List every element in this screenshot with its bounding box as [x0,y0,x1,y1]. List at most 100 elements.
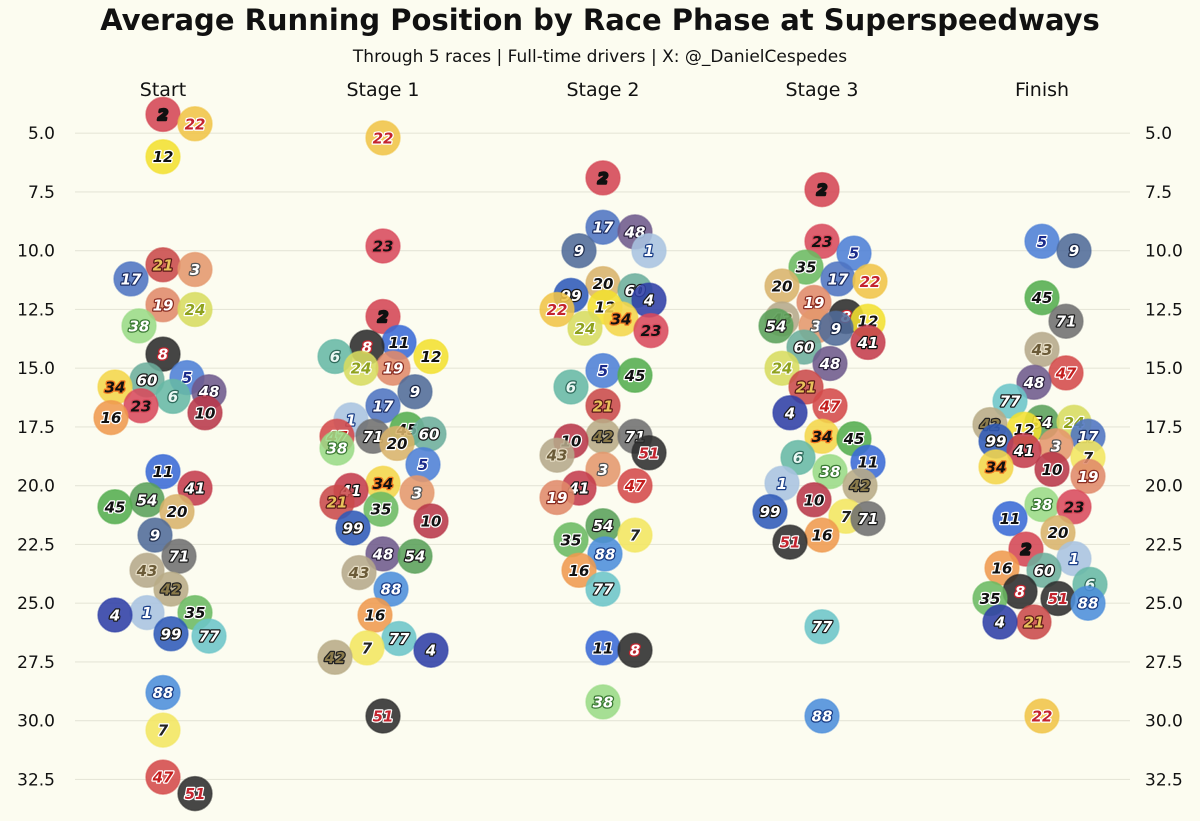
driver-dot-48: 48 [1016,364,1052,401]
driver-dot-45: 45 [617,357,653,394]
driver-dot-circle [1034,451,1070,488]
driver-dot-circle [365,698,401,734]
driver-dot-41: 41 [177,470,213,506]
driver-dot-circle [812,345,848,382]
driver-dot-5: 5 [1024,223,1060,260]
y-tick-label-right: 10.0 [1145,242,1183,262]
driver-dot-23: 23 [1056,489,1092,525]
driver-dot-circle [1048,303,1084,339]
driver-dot-6: 6 [553,369,589,405]
driver-number-label: 10 [804,491,825,509]
driver-number-label: 60 [1034,562,1055,580]
y-tick-label-left: 15.0 [17,359,55,379]
driver-number-label: 88 [595,545,616,563]
driver-dot-circle [850,324,886,361]
y-tick-label-right: 30.0 [1145,712,1183,732]
driver-number-label: 22 [1032,708,1053,726]
y-tick-label-right: 22.5 [1145,535,1183,555]
driver-dot-circle [780,439,816,476]
driver-dot-circle [177,106,213,142]
driver-dot-2: 2 [365,298,401,335]
driver-dot-20: 20 [1040,514,1076,551]
y-axis-left: 5.0 7.5 10.0 12.5 15.0 17.5 20.0 22.5 25.0 27.5 30… [17,124,55,790]
driver-dot-42: 42 [153,571,189,607]
driver-number-label: 17 [593,219,614,237]
driver-number-label: 3 [412,484,422,502]
driver-dot-circle [818,310,854,347]
driver-dot-99: 99 [153,616,189,652]
driver-dot-88: 88 [804,698,840,734]
driver-dot-24: 24 [764,350,800,386]
driver-number-label: 42 [849,477,871,495]
driver-number-label: 10 [421,513,442,531]
driver-number-label: 20 [772,278,793,296]
driver-number-label: 51 [639,444,660,462]
driver-dot-circle [804,223,840,260]
driver-dot-circle [177,470,213,506]
driver-dot-6: 6 [780,439,816,476]
driver-number-label: 60 [137,371,158,389]
driver-dot-22: 22 [539,291,575,328]
driver-dot-circle [788,369,824,405]
driver-dot-circle [561,552,597,589]
driver-dot-38: 38 [1024,486,1060,523]
driver-dot-51: 51 [177,775,213,812]
driver-number-label: 34 [986,458,1007,476]
driver-number-label: 5 [418,456,428,474]
driver-dot-circle [373,571,409,607]
y-axis-right: 5.0 7.5 10.0 12.5 15.0 17.5 20.0 22.5 25.0 27.5 30… [1145,124,1183,790]
driver-dot-circle [982,604,1018,640]
driver-number-label: 7 [158,722,169,740]
driver-dot-circle [335,510,371,546]
driver-number-label: 47 [624,477,646,495]
driver-dot-22: 22 [1024,698,1060,734]
driver-dot-38: 38 [812,453,848,490]
driver-dot-circle [772,395,808,431]
phase-label-start: Start [140,79,186,101]
driver-dot-23: 23 [123,388,159,424]
driver-dot-77: 77 [381,620,417,657]
driver-number-label: 38 [593,693,614,711]
driver-number-label: 2 [598,169,608,187]
y-tick-label-left: 27.5 [17,653,55,673]
driver-dot-45: 45 [1024,279,1060,316]
driver-number-label: 23 [373,238,394,256]
driver-number-label: 8 [1015,583,1025,601]
driver-dot-43: 43 [1024,331,1060,368]
driver-number-label: 24 [772,360,793,378]
driver-dot-circle [413,632,449,668]
driver-dot-41: 41 [850,324,886,361]
driver-dot-circle [585,571,621,607]
y-tick-label-left: 25.0 [17,594,55,614]
driver-dot-38: 38 [585,684,621,720]
driver-number-label: 4 [784,404,795,422]
driver-number-label: 11 [389,334,410,352]
driver-number-label: 22 [185,115,206,133]
driver-number-label: 22 [860,273,881,291]
driver-dot-circle [1056,232,1092,269]
driver-number-label: 24 [185,301,206,319]
driver-dot-circle [145,712,181,748]
driver-dot-circle [758,308,794,344]
driver-number-label: 45 [104,498,126,516]
driver-dot-8: 8 [1002,573,1038,610]
driver-number-label: 22 [373,129,394,147]
phase-label-stage-3: Stage 3 [785,79,858,101]
driver-number-label: 60 [419,426,440,444]
driver-number-label: 23 [131,397,152,415]
y-tick-label-right: 15.0 [1145,359,1183,379]
driver-dot-41: 41 [1006,432,1042,469]
driver-dot-circle [413,338,449,375]
driver-dot-24: 24 [567,310,603,347]
driver-dot-8: 8 [617,632,653,668]
driver-number-label: 71 [169,548,190,566]
y-tick-label-left: 10.0 [17,242,55,262]
driver-number-label: 10 [195,404,216,422]
driver-number-label: 2 [1021,541,1031,559]
driver-number-label: 5 [1037,233,1047,251]
driver-dot-48: 48 [812,345,848,382]
driver-dot-47: 47 [812,388,848,424]
y-tick-label-right: 25.0 [1145,594,1183,614]
driver-dot-circle [631,435,667,471]
driver-number-label: 20 [1048,524,1069,542]
